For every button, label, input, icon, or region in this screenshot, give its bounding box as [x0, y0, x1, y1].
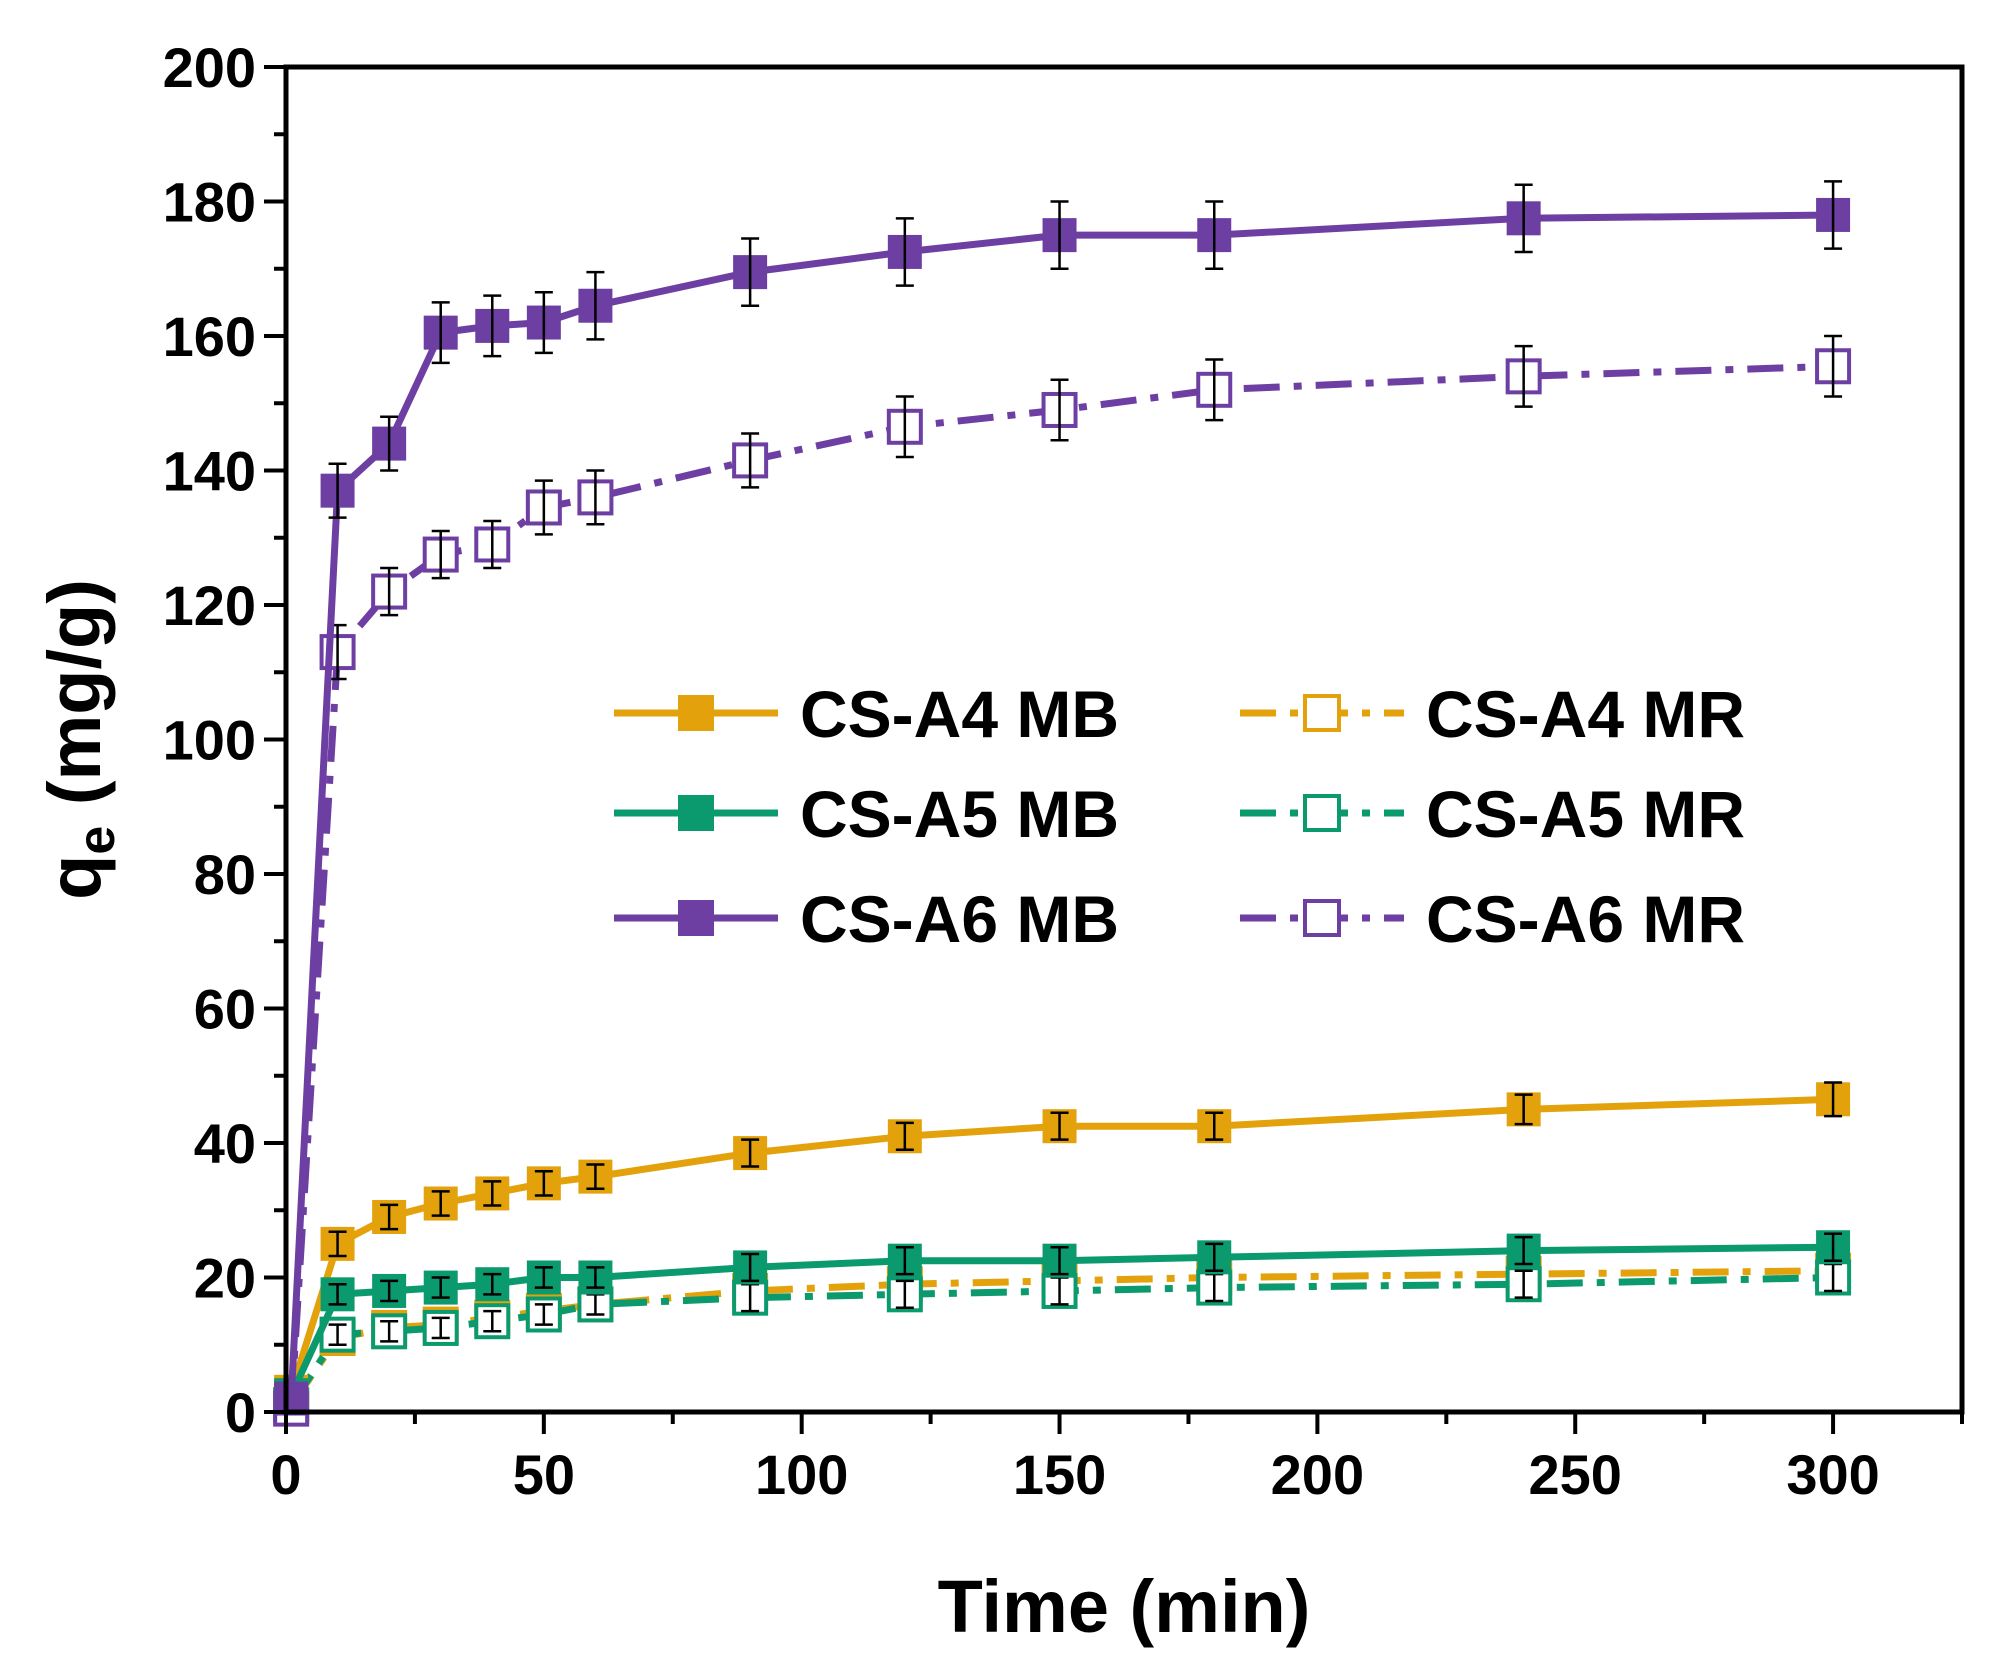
axes-layer: 0 50 100 150 200 250 300 0 20 40 60 80 100 120 140 160 1… — [163, 36, 1965, 1506]
legend-marker — [1303, 899, 1341, 937]
legend-marker — [1303, 694, 1341, 732]
legend-item: CS-A5 MB — [614, 777, 1119, 851]
x-axis-title: Time (min) — [938, 1565, 1311, 1648]
x-tick-label: 100 — [755, 1443, 848, 1506]
y-tick-label: 140 — [163, 440, 256, 503]
legend-marker — [678, 695, 714, 731]
x-tick-label: 0 — [270, 1443, 301, 1506]
legend-label: CS-A4 MR — [1426, 677, 1745, 751]
legend: CS-A4 MB CS-A4 MR CS-A5 MB CS-A5 MR CS-A6 MB… — [614, 677, 1745, 956]
legend-label: CS-A5 MR — [1426, 777, 1745, 851]
series-cs-a4-mb — [274, 1081, 1851, 1409]
series-cs-a6-mb — [274, 180, 1851, 1416]
legend-item: CS-A6 MR — [1240, 882, 1745, 956]
y-axis-title-subscript: e — [68, 826, 126, 855]
x-tick-label: 150 — [1013, 1443, 1106, 1506]
y-tick-label: 160 — [163, 305, 256, 368]
legend-item: CS-A4 MB — [614, 677, 1119, 751]
legend-label: CS-A5 MB — [800, 777, 1119, 851]
y-tick-label: 20 — [194, 1247, 256, 1310]
legend-marker — [678, 900, 714, 936]
y-tick-label: 120 — [163, 574, 256, 637]
series-cs-a6-mr — [273, 334, 1852, 1427]
y-tick-label: 0 — [225, 1381, 256, 1444]
y-tick-label: 180 — [163, 171, 256, 234]
y-tick-label: 100 — [163, 709, 256, 772]
y-tick-label: 40 — [194, 1112, 256, 1175]
legend-marker — [678, 795, 714, 831]
y-tick-label: 80 — [194, 843, 256, 906]
x-tick-label: 250 — [1529, 1443, 1622, 1506]
legend-item: CS-A5 MR — [1240, 777, 1745, 851]
legend-label: CS-A6 MR — [1426, 882, 1745, 956]
legend-item: CS-A4 MR — [1240, 677, 1745, 751]
legend-label: CS-A4 MB — [800, 677, 1119, 751]
x-tick-label: 50 — [513, 1443, 575, 1506]
y-axis-title-unit: (mg/g) — [33, 579, 116, 826]
series-cs-a5-mb — [274, 1230, 1851, 1413]
legend-item: CS-A6 MB — [614, 882, 1119, 956]
y-axis-title: qe (mg/g) — [33, 579, 126, 900]
data-point — [274, 1381, 309, 1416]
legend-marker — [1303, 794, 1341, 832]
legend-label: CS-A6 MB — [800, 882, 1119, 956]
y-tick-label: 200 — [163, 36, 256, 99]
y-tick-label: 60 — [194, 978, 256, 1041]
series-layer — [273, 180, 1852, 1427]
x-tick-label: 200 — [1271, 1443, 1364, 1506]
y-axis-title-main: q — [33, 855, 116, 900]
x-tick-label: 300 — [1786, 1443, 1879, 1506]
